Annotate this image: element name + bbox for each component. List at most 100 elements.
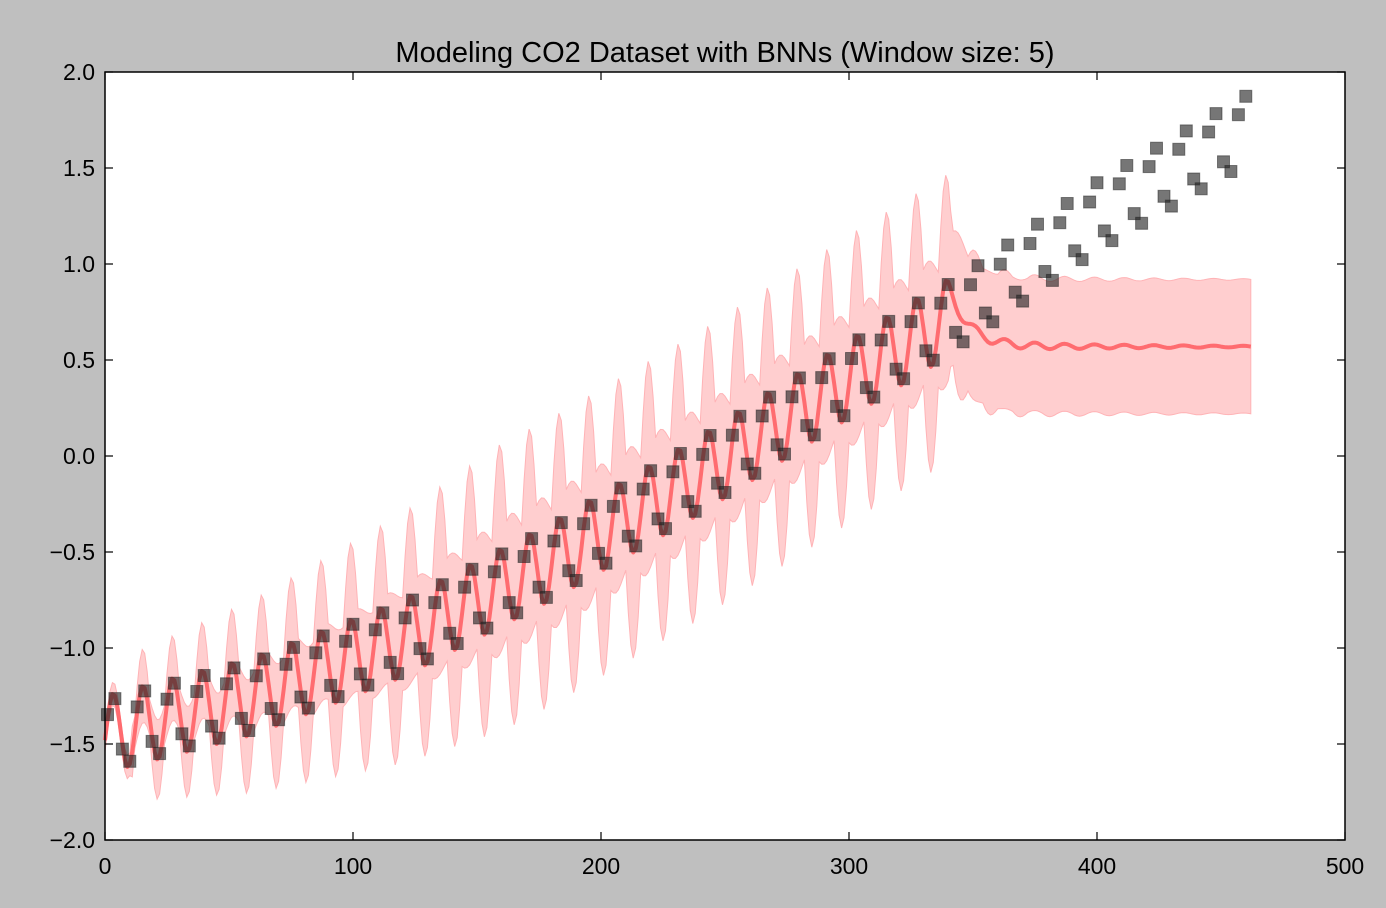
uncertainty-band-layer [104, 175, 1252, 801]
observed-point [1097, 224, 1111, 238]
observed-point [621, 529, 635, 543]
observed-point [1023, 237, 1037, 250]
observed-point [458, 580, 472, 594]
observed-point [539, 590, 553, 604]
observed-point [941, 278, 955, 291]
observed-point [1194, 182, 1208, 196]
observed-point [1090, 176, 1104, 190]
observed-point [852, 333, 866, 347]
observed-point [629, 539, 643, 553]
observed-point [383, 655, 397, 669]
observed-point [101, 708, 114, 722]
observed-point [1127, 207, 1141, 221]
observed-point [748, 466, 762, 480]
observed-point [153, 747, 167, 761]
observed-point [845, 352, 858, 365]
observed-point [1164, 199, 1178, 213]
observed-point [1083, 195, 1097, 209]
observed-point [554, 516, 568, 530]
observed-point [1142, 160, 1156, 174]
observed-point [778, 447, 791, 461]
observed-point [264, 702, 278, 715]
observed-point [1053, 216, 1067, 230]
observed-point [212, 731, 226, 745]
observed-point [123, 754, 137, 768]
observed-point [1105, 234, 1119, 248]
axis-ticks-layer: 0 100 200 300 400 500 −2.0 −1.5 −1.0 −0.5 0.0 0.5 1.… [50, 59, 1365, 879]
observed-point [592, 546, 605, 560]
observed-point [1120, 159, 1134, 172]
observed-point [167, 676, 181, 690]
y-tick-label: −0.5 [50, 539, 95, 565]
y-tick-label: 1.0 [63, 251, 95, 277]
x-tick-label: 0 [99, 853, 112, 879]
observed-point [1157, 189, 1171, 203]
observed-point [1060, 197, 1074, 210]
observed-point [644, 464, 658, 478]
observed-point [904, 315, 918, 329]
observed-point [234, 711, 248, 725]
observed-point [502, 596, 516, 610]
observed-point [807, 428, 821, 442]
observed-point [525, 532, 539, 546]
observed-point [450, 637, 464, 650]
observed-point [1001, 238, 1015, 252]
observed-point [532, 580, 546, 594]
observed-point [882, 314, 896, 328]
y-tick-label: −1.5 [50, 731, 95, 757]
x-tick-label: 500 [1326, 853, 1364, 879]
observed-point [175, 727, 189, 741]
observed-point [1135, 216, 1149, 230]
y-tick-label: −1.0 [50, 635, 95, 661]
observed-point [435, 578, 449, 592]
observed-point [785, 390, 799, 404]
observed-point [755, 409, 769, 423]
observed-point [1217, 155, 1230, 169]
observed-point [666, 465, 680, 479]
observed-point [1031, 217, 1044, 231]
observed-point [368, 623, 382, 637]
observed-point [257, 652, 271, 666]
observed-point [733, 409, 747, 423]
observed-point [681, 495, 695, 509]
y-tick-label: 0.5 [63, 347, 95, 373]
observed-point [272, 713, 286, 727]
observed-point [562, 564, 576, 578]
observed-point [294, 690, 308, 704]
observed-point [391, 667, 405, 681]
observed-point [1224, 165, 1238, 178]
observed-point [725, 428, 739, 442]
observed-point [874, 333, 888, 347]
x-tick-label: 400 [1078, 853, 1116, 879]
observed-point [160, 692, 174, 706]
observed-point [718, 486, 732, 499]
observed-point [1187, 172, 1201, 186]
observed-point [971, 259, 985, 273]
observed-point [696, 447, 710, 461]
observed-point [577, 517, 591, 531]
uncertainty-band [104, 175, 1252, 801]
observed-point [108, 692, 122, 706]
observed-point [1209, 107, 1223, 121]
observed-point [1150, 141, 1163, 155]
observed-point [487, 565, 501, 579]
observed-point [130, 700, 144, 714]
observed-point [986, 315, 1000, 329]
observed-point [897, 372, 911, 386]
observed-point [926, 353, 940, 367]
observed-point [636, 482, 650, 496]
observed-point [480, 621, 494, 635]
observed-point [1239, 89, 1253, 103]
observed-point [376, 606, 390, 620]
observed-point [138, 684, 152, 698]
observed-point [249, 669, 263, 683]
y-tick-label: 2.0 [63, 59, 95, 85]
observed-point [182, 739, 196, 753]
observed-point [473, 611, 486, 625]
observed-point [599, 556, 613, 570]
observed-point [279, 657, 293, 671]
observed-point [993, 257, 1007, 271]
observed-point [584, 498, 598, 512]
observed-point [792, 371, 806, 385]
x-tick-label: 300 [830, 853, 868, 879]
